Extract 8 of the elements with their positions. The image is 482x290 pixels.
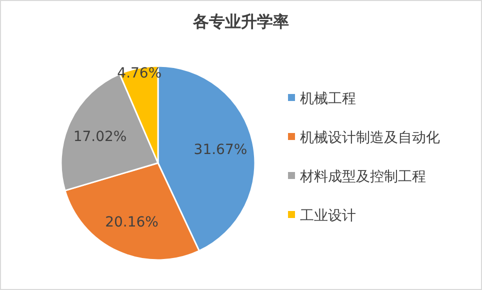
data-label: 31.67% xyxy=(194,142,248,158)
legend-label: 材料成型及控制工程 xyxy=(299,169,426,185)
legend-label: 工业设计 xyxy=(300,208,356,224)
data-label: 17.02% xyxy=(73,128,127,145)
legend-label: 机械工程 xyxy=(300,91,356,107)
data-label: 20.16% xyxy=(105,214,158,230)
legend-label: 机械设计制造及自动化 xyxy=(300,130,440,146)
chart-title: 各专业升学率 xyxy=(192,12,289,31)
